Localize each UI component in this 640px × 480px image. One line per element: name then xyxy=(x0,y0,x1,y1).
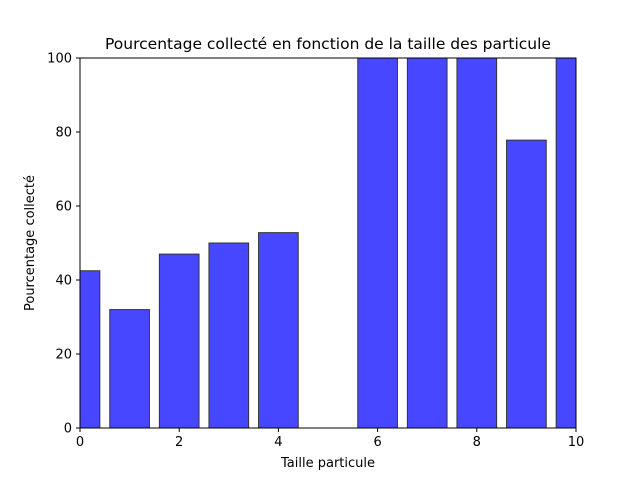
x-tick-label: 10 xyxy=(568,435,585,450)
chart-title: Pourcentage collecté en fonction de la t… xyxy=(105,35,551,53)
x-axis: 0 2 4 6 8 10 xyxy=(76,428,584,450)
x-tick-label: 0 xyxy=(76,435,84,450)
bars-group xyxy=(80,58,576,428)
bar-8 xyxy=(456,58,498,428)
bar-4 xyxy=(258,232,299,428)
y-tick-label: 20 xyxy=(55,348,72,363)
x-tick-label: 2 xyxy=(175,435,183,450)
bar-0 xyxy=(80,270,101,428)
bar-3 xyxy=(208,242,250,428)
bar-10 xyxy=(555,58,576,428)
y-axis-title: Pourcentage collecté xyxy=(23,175,38,311)
bar-9 xyxy=(506,139,547,428)
bar-2 xyxy=(158,253,200,428)
y-tick-label: 0 xyxy=(64,422,72,437)
y-tick-label: 60 xyxy=(55,200,72,215)
plot-frame xyxy=(79,57,577,429)
x-axis-title: Taille particule xyxy=(280,456,375,471)
y-axis: 0 20 40 60 80 100 xyxy=(47,52,80,437)
y-tick-label: 100 xyxy=(47,52,72,67)
y-tick-label: 80 xyxy=(55,126,72,141)
x-tick-label: 8 xyxy=(473,435,481,450)
bar-1 xyxy=(109,309,150,428)
bar-6 xyxy=(357,58,398,428)
x-tick-label: 6 xyxy=(373,435,381,450)
y-tick-label: 40 xyxy=(55,274,72,289)
x-tick-label: 4 xyxy=(274,435,282,450)
bar-7 xyxy=(406,58,448,428)
